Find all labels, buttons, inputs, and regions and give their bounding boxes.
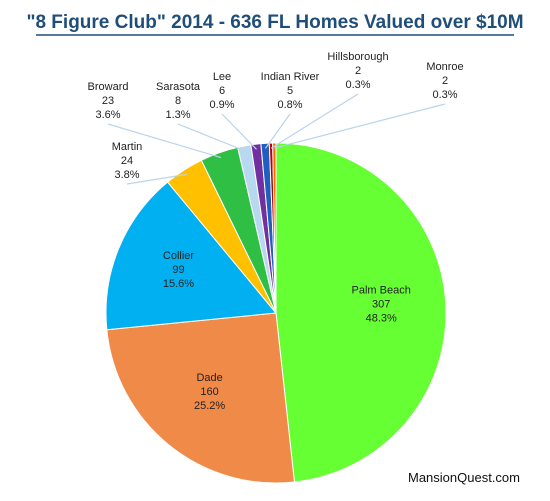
slice-label-monroe: Monroe 2 0.3% <box>426 61 463 101</box>
leader-lines <box>107 93 446 185</box>
slice-label-collier: Collier 99 15.6% <box>163 250 195 290</box>
slice-label-indian-river: Indian River 5 0.8% <box>261 71 320 111</box>
slice-label-sarasota: Sarasota 8 1.3% <box>156 81 201 121</box>
leader-line-hillsborough <box>270 93 359 149</box>
leader-line-indian-river <box>264 113 291 149</box>
leader-line-martin <box>126 173 187 185</box>
slice-label-broward: Broward 23 3.6% <box>88 81 129 121</box>
slice-label-palm-beach: Palm Beach 307 48.3% <box>352 284 411 324</box>
slice-label-dade: Dade 160 25.2% <box>194 372 225 412</box>
source-watermark: MansionQuest.com <box>408 470 520 485</box>
pie-slice-palm-beach <box>275 142 447 483</box>
pie-slice-collier <box>105 181 277 331</box>
slice-label-lee: Lee 6 0.9% <box>209 71 234 111</box>
leader-line-lee <box>221 113 257 150</box>
slice-label-hillsborough: Hillsborough 2 0.3% <box>327 51 388 91</box>
chart-title: "8 Figure Club" 2014 - 636 FL Homes Valu… <box>26 12 523 33</box>
pie-slice-monroe <box>272 142 277 314</box>
slice-label-martin: Martin 24 3.8% <box>112 141 143 181</box>
leader-line-monroe <box>274 103 446 149</box>
leader-line-broward <box>107 123 222 159</box>
leader-line-sarasota <box>177 123 246 152</box>
slice-labels: Palm Beach 307 48.3% Dade 160 25.2% Collier 99 1… <box>88 51 464 412</box>
pie-slices <box>105 142 447 484</box>
pie-slice-dade <box>106 312 295 484</box>
